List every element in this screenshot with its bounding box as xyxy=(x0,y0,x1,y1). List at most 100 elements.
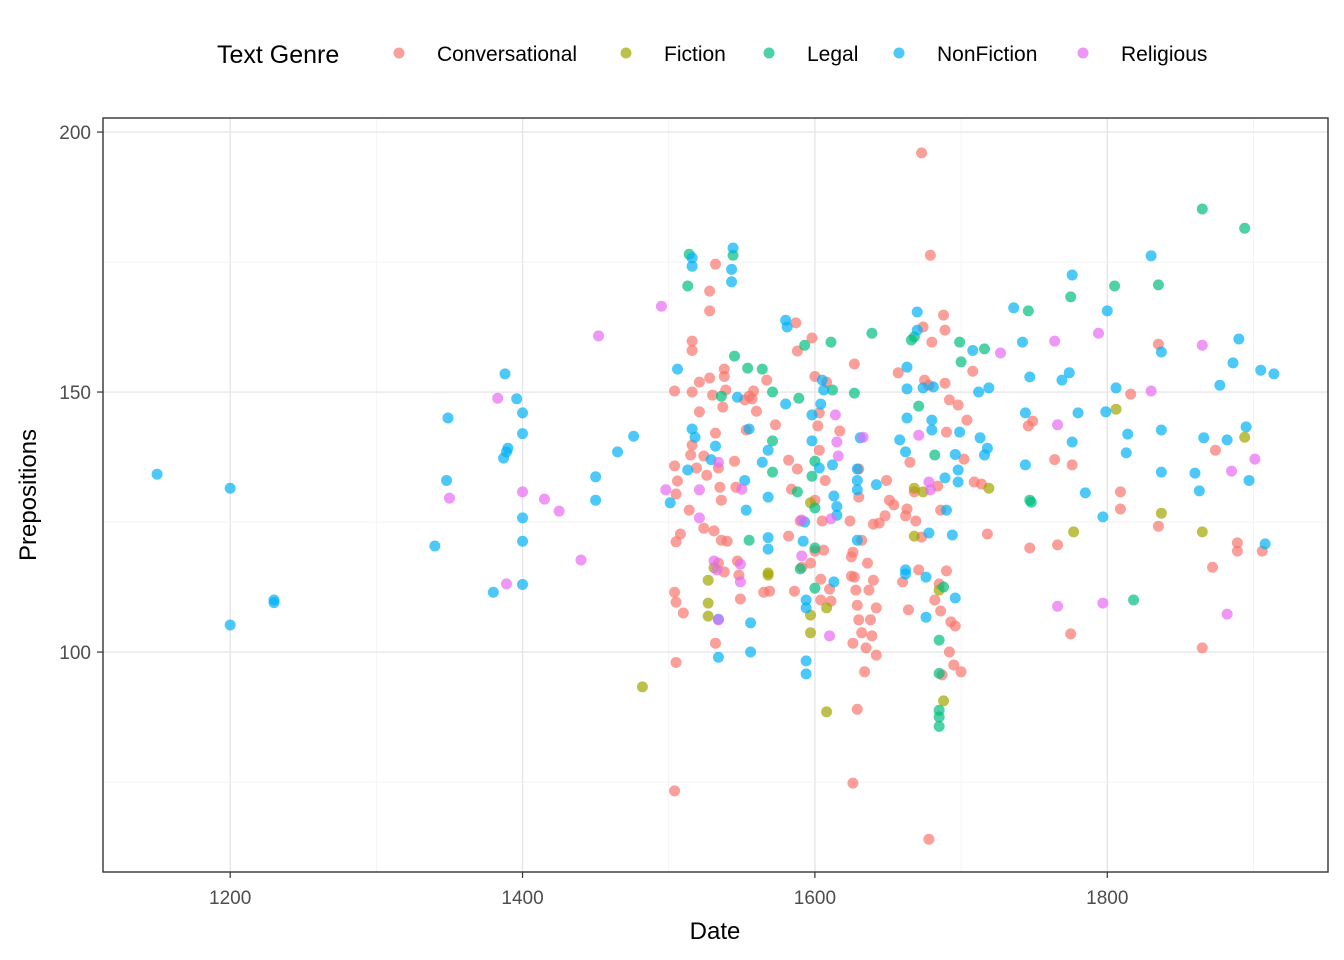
data-point-fiction xyxy=(762,569,774,581)
data-point-conversational xyxy=(856,627,868,639)
data-point-religious xyxy=(660,484,672,496)
data-point-nonfiction xyxy=(800,668,812,680)
data-point-religious xyxy=(708,555,720,567)
data-point-conversational xyxy=(805,557,817,569)
x-tick-label: 1200 xyxy=(209,888,251,909)
data-point-fiction xyxy=(1196,526,1208,538)
data-point-legal xyxy=(866,327,878,339)
data-point-conversational xyxy=(710,637,721,649)
data-point-conversational xyxy=(710,427,721,439)
data-point-nonfiction xyxy=(831,500,843,512)
data-point-conversational xyxy=(859,666,871,678)
x-axis-title: Date xyxy=(690,918,741,945)
data-point-fiction xyxy=(702,574,714,586)
data-point-legal xyxy=(1109,280,1121,292)
data-point-nonfiction xyxy=(762,444,774,456)
data-point-nonfiction xyxy=(268,597,280,609)
data-point-conversational xyxy=(844,515,856,527)
data-point-conversational xyxy=(981,528,993,540)
data-point-nonfiction xyxy=(712,651,724,663)
data-point-conversational xyxy=(949,620,961,632)
data-point-conversational xyxy=(1196,642,1208,654)
data-point-legal xyxy=(1152,279,1164,291)
data-point-nonfiction xyxy=(429,540,441,552)
data-point-conversational xyxy=(881,474,893,486)
data-point-nonfiction xyxy=(762,543,774,555)
data-point-nonfiction xyxy=(1243,474,1255,486)
data-point-conversational xyxy=(714,481,726,493)
data-point-conversational xyxy=(924,249,936,261)
grid-lines xyxy=(103,118,1328,872)
data-point-conversational xyxy=(848,358,860,370)
legend-item-nonfiction: NonFiction xyxy=(893,43,1037,66)
data-point-legal xyxy=(933,711,945,723)
data-point-religious xyxy=(1092,327,1104,339)
data-point-conversational xyxy=(847,546,859,558)
data-point-nonfiction xyxy=(901,412,913,424)
data-point-religious xyxy=(824,630,836,642)
y-tick-label: 100 xyxy=(59,643,91,664)
data-point-nonfiction xyxy=(920,571,932,583)
data-point-legal xyxy=(938,581,950,593)
data-point-nonfiction xyxy=(756,456,768,468)
data-point-legal xyxy=(715,390,727,402)
data-point-conversational xyxy=(693,406,705,418)
data-point-conversational xyxy=(847,637,859,649)
data-point-conversational xyxy=(698,522,710,534)
series-nonfiction xyxy=(151,242,1280,680)
data-point-nonfiction xyxy=(612,446,624,458)
data-point-conversational xyxy=(926,336,938,348)
data-point-conversational xyxy=(864,614,876,626)
data-point-conversational xyxy=(704,372,716,384)
data-point-conversational xyxy=(1052,539,1064,551)
data-point-nonfiction xyxy=(949,448,961,460)
legend-key-icon xyxy=(393,47,405,59)
data-point-nonfiction xyxy=(900,568,912,580)
data-point-nonfiction xyxy=(973,386,985,398)
data-point-nonfiction xyxy=(983,382,995,394)
data-point-nonfiction xyxy=(797,535,809,547)
data-point-nonfiction xyxy=(952,464,964,476)
data-point-nonfiction xyxy=(901,383,913,395)
data-point-conversational xyxy=(748,385,760,397)
data-point-nonfiction xyxy=(901,361,913,373)
data-point-religious xyxy=(1052,600,1064,612)
data-point-religious xyxy=(825,513,837,525)
data-points xyxy=(151,147,1280,845)
data-point-nonfiction xyxy=(1214,379,1226,391)
data-point-religious xyxy=(995,347,1007,359)
data-point-nonfiction xyxy=(781,321,793,333)
y-tick-label: 200 xyxy=(59,123,91,144)
data-point-nonfiction xyxy=(974,432,986,444)
data-point-religious xyxy=(575,554,587,566)
data-point-conversational xyxy=(923,833,935,845)
data-point-conversational xyxy=(819,474,831,486)
data-point-nonfiction xyxy=(828,490,840,502)
data-point-nonfiction xyxy=(1268,368,1280,380)
legend-label: Legal xyxy=(807,43,858,66)
legend-item-conversational: Conversational xyxy=(393,43,577,66)
data-point-conversational xyxy=(721,535,733,547)
data-point-nonfiction xyxy=(441,474,453,486)
data-point-conversational xyxy=(860,642,872,654)
data-point-nonfiction xyxy=(1016,336,1028,348)
y-tick-label: 150 xyxy=(59,383,91,404)
data-point-conversational xyxy=(870,602,882,614)
data-point-legal xyxy=(793,392,805,404)
data-point-legal xyxy=(742,362,754,374)
data-point-conversational xyxy=(783,454,795,466)
data-point-nonfiction xyxy=(1255,364,1267,376)
data-point-conversational xyxy=(708,525,720,537)
data-point-conversational xyxy=(1114,503,1126,515)
data-point-conversational xyxy=(686,386,698,398)
data-point-conversational xyxy=(790,317,802,329)
data-point-nonfiction xyxy=(224,482,236,494)
data-point-nonfiction xyxy=(1193,485,1205,497)
data-point-nonfiction xyxy=(1100,406,1112,418)
legend-item-religious: Religious xyxy=(1077,43,1207,66)
data-point-nonfiction xyxy=(762,532,774,544)
data-point-nonfiction xyxy=(1101,305,1113,317)
data-point-conversational xyxy=(943,394,955,406)
data-point-legal xyxy=(809,502,821,514)
